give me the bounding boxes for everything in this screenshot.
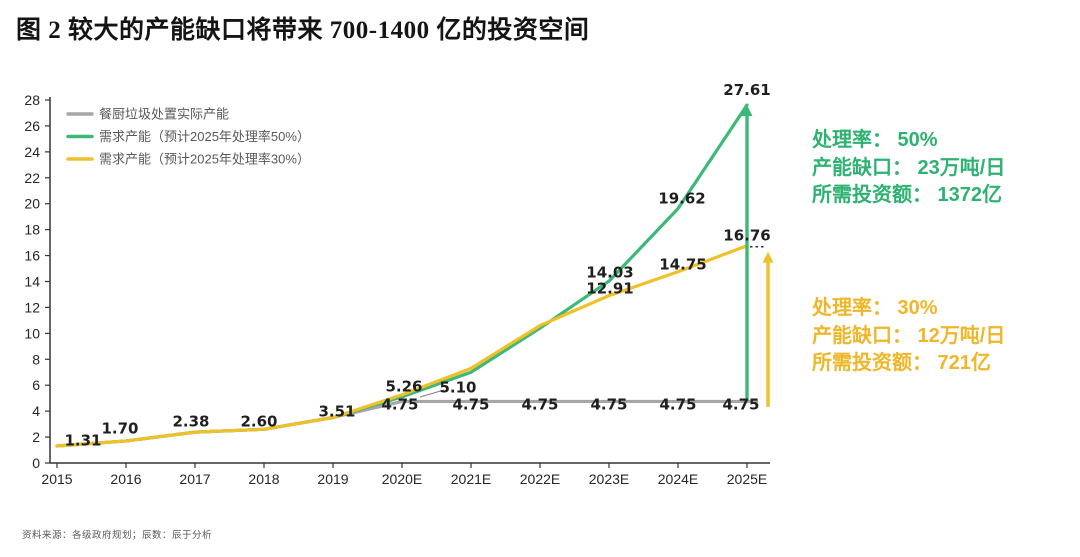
data-label: 16.76: [723, 226, 770, 244]
gap-arrowhead-yellow: [762, 251, 774, 263]
data-label: 27.61: [723, 81, 770, 99]
x-tick-label: 2022E: [520, 471, 560, 487]
data-label: 4.75: [590, 396, 627, 414]
y-tick-label: 12: [24, 299, 40, 315]
data-label: 4.75: [722, 396, 759, 414]
x-tick-label: 2016: [110, 471, 141, 487]
legend-label-green: 需求产能（预计2025年处理率50%）: [99, 129, 310, 144]
data-label: 14.75: [659, 255, 706, 273]
y-tick-label: 16: [24, 248, 40, 264]
legend-label-yellow: 需求产能（预计2025年处理率30%）: [99, 152, 310, 167]
data-label: 1.70: [101, 419, 138, 437]
x-tick-label: 2020E: [382, 471, 422, 487]
x-tick-label: 2025E: [727, 471, 767, 487]
legend-label-gray: 餐厨垃圾处置实际产能: [99, 107, 229, 122]
x-tick-label: 2018: [248, 471, 279, 487]
x-tick-label: 2021E: [451, 471, 491, 487]
data-label: 5.10: [439, 379, 476, 397]
x-tick-label: 2024E: [658, 471, 698, 487]
data-label: 4.75: [659, 396, 696, 414]
annotation-50pct-gap: 产能缺口： 23万吨/日: [812, 156, 1006, 179]
x-tick-label: 2017: [179, 471, 210, 487]
source-note: 资料来源：各级政府规划；辰数：辰于分析: [22, 531, 213, 541]
data-label: 4.75: [452, 396, 489, 414]
y-tick-label: 8: [32, 351, 40, 367]
data-label: 3.51: [318, 403, 355, 421]
x-tick-label: 2015: [41, 471, 72, 487]
data-label: 12.91: [586, 279, 633, 297]
data-label: 2.38: [172, 412, 209, 430]
data-label: 5.26: [385, 377, 422, 395]
annotation-50pct: 处理率： 50% 产能缺口： 23万吨/日 所需投资额： 1372亿: [812, 127, 1005, 210]
data-label: 4.75: [381, 396, 418, 414]
data-label: 4.75: [521, 396, 558, 414]
x-tick-label: 2023E: [589, 471, 629, 487]
gap-arrowhead-green: [741, 105, 753, 117]
y-tick-label: 0: [32, 455, 40, 471]
y-tick-label: 2: [32, 429, 40, 445]
annotation-30pct-rate: 处理率： 30%: [812, 297, 938, 319]
annotation-50pct-rate: 处理率： 50%: [812, 129, 938, 151]
annotation-30pct-investment: 所需投资额： 721亿: [812, 352, 991, 374]
y-tick-label: 22: [24, 170, 40, 186]
y-tick-label: 4: [32, 403, 40, 419]
y-tick-label: 28: [24, 92, 40, 108]
x-tick-label: 2019: [317, 471, 348, 487]
y-tick-label: 6: [32, 377, 40, 393]
annotation-30pct: 处理率： 30% 产能缺口： 12万吨/日 所需投资额： 721亿: [812, 295, 1005, 378]
data-label: 2.60: [240, 412, 277, 430]
y-tick-label: 18: [24, 222, 40, 238]
annotation-30pct-gap: 产能缺口： 12万吨/日: [812, 324, 1006, 347]
data-label: 14.03: [586, 263, 633, 281]
series-line-yellow: [55, 244, 749, 448]
chart-title: 图 2 较大的产能缺口将带来 700-1400 亿的投资空间: [16, 17, 590, 44]
data-label: 19.62: [658, 189, 705, 207]
y-tick-label: 20: [24, 196, 40, 212]
y-tick-label: 10: [24, 325, 40, 341]
label-leader-line: [419, 389, 445, 398]
y-tick-label: 24: [24, 144, 40, 160]
y-tick-label: 26: [24, 118, 40, 134]
annotation-50pct-investment: 所需投资额： 1372亿: [812, 184, 1003, 206]
y-tick-label: 14: [24, 274, 40, 290]
data-label: 1.31: [64, 432, 101, 450]
